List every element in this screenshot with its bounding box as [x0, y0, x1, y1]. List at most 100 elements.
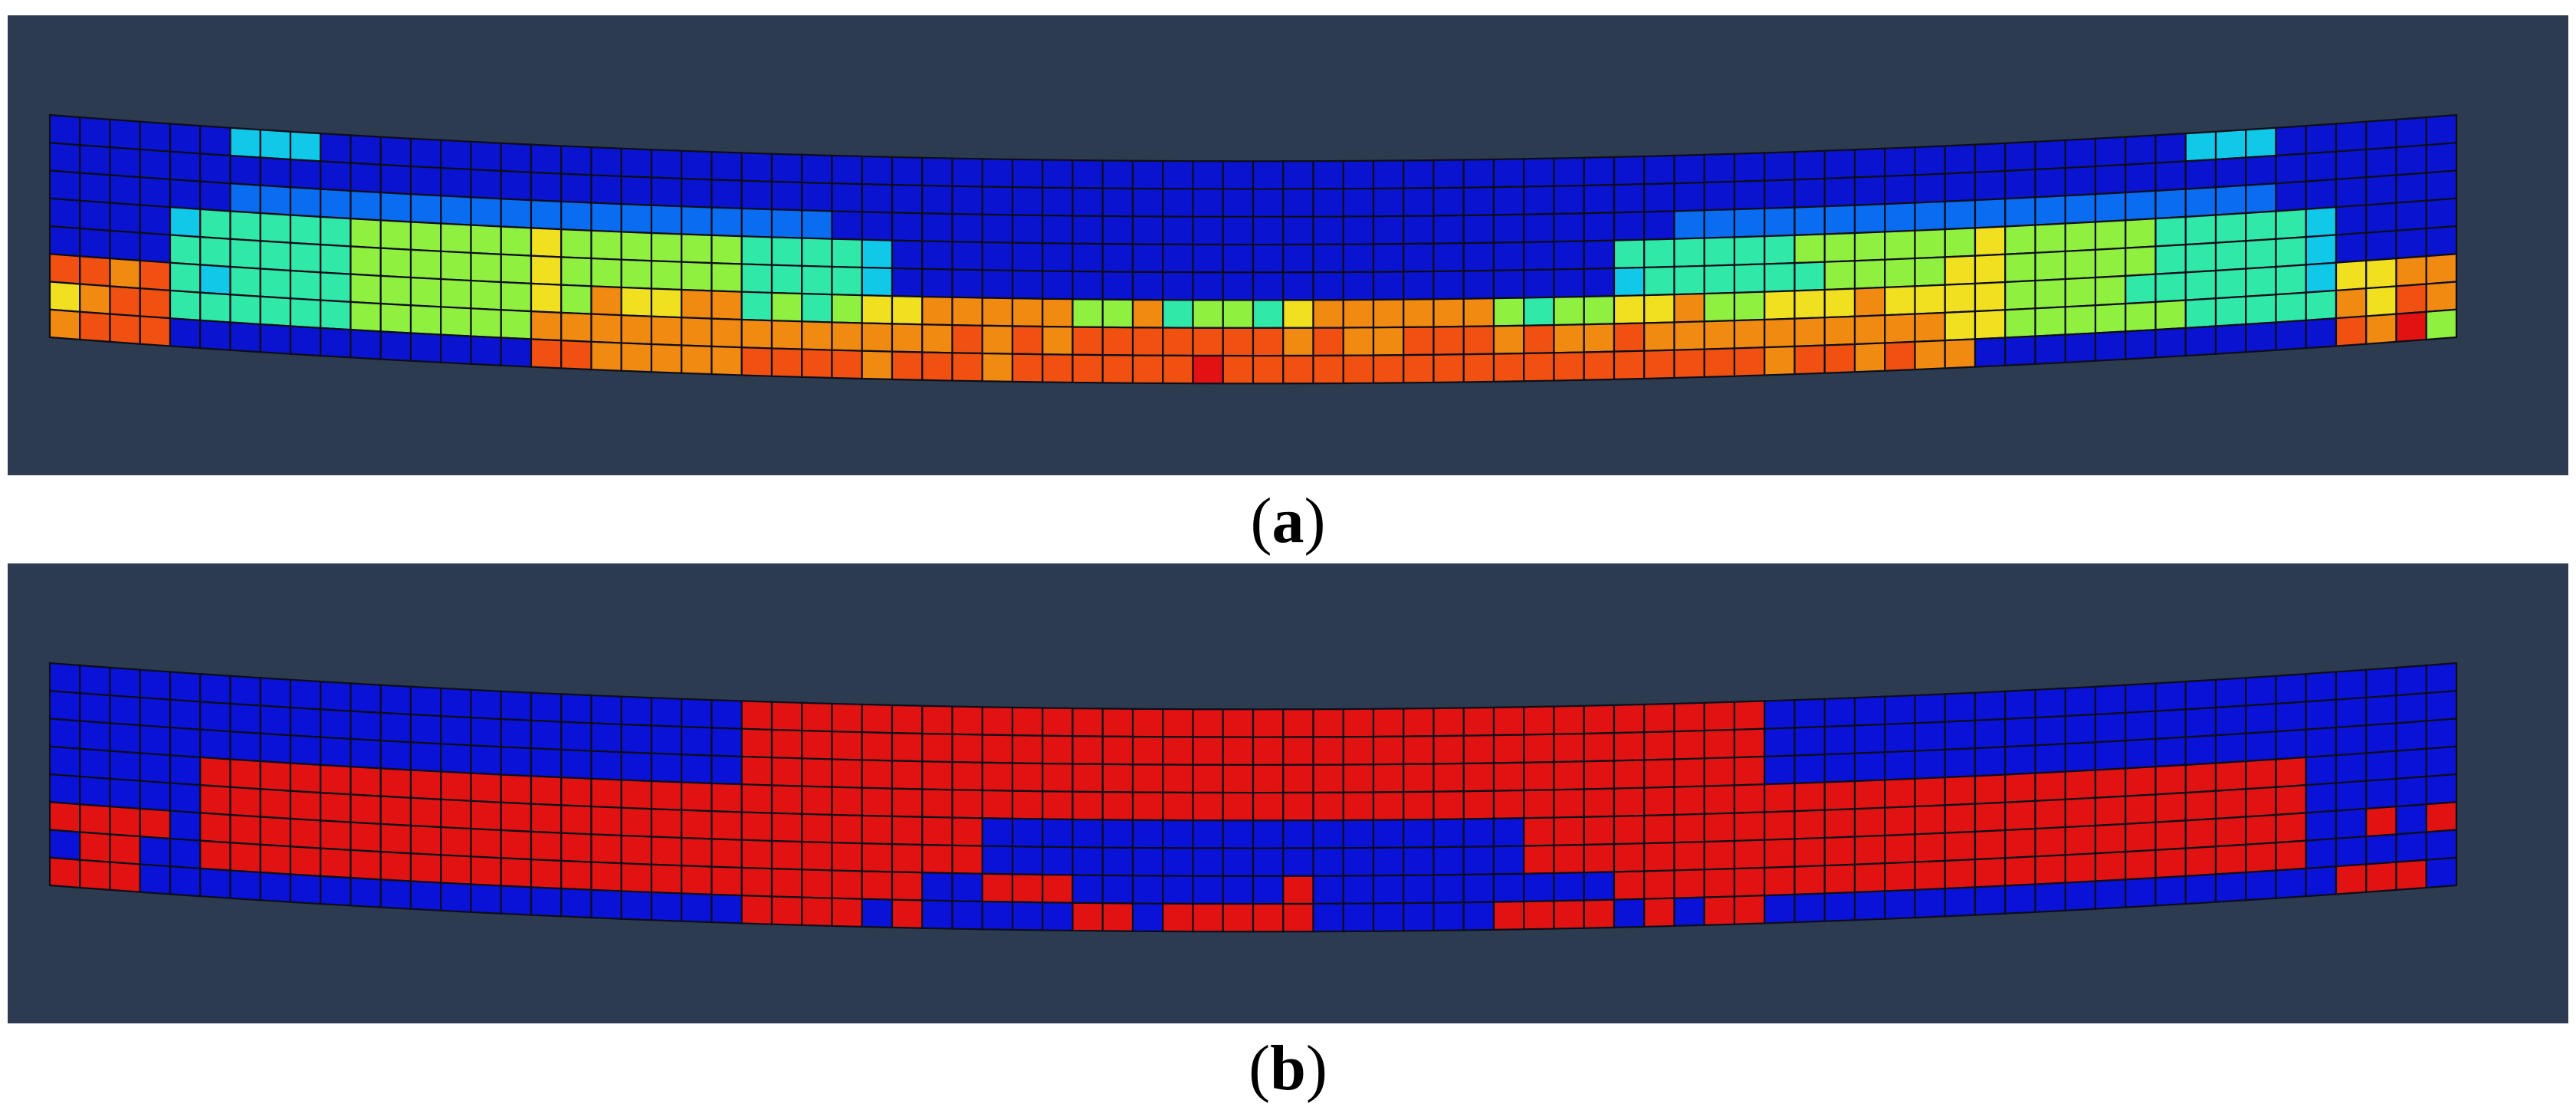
mesh-cell [770, 868, 803, 898]
mesh-cell [1553, 212, 1585, 243]
mesh-cell [1553, 351, 1585, 382]
mesh-cell [1643, 182, 1675, 213]
mesh-cell [921, 268, 953, 298]
mesh-cell [1974, 198, 2007, 229]
mesh-cell [79, 199, 111, 232]
mesh-cell [1583, 239, 1616, 270]
mesh-cell [2094, 850, 2127, 882]
mesh-cell [530, 803, 563, 834]
mesh-cell [169, 698, 202, 731]
mesh-cell [289, 269, 322, 301]
mesh-cell [831, 869, 863, 900]
mesh-cell [1793, 809, 1826, 840]
mesh-cell [259, 788, 292, 820]
mesh-cell [590, 202, 622, 233]
mesh-cell [440, 306, 472, 337]
mesh-cell [440, 798, 472, 830]
mesh-cell [770, 812, 803, 843]
mesh-cell [379, 302, 412, 334]
caption-b-open: ( [1249, 1033, 1271, 1104]
mesh-cell [1703, 701, 1736, 732]
mesh-cell [1823, 204, 1856, 235]
mesh-cell [1372, 874, 1405, 905]
mesh-cell [1011, 873, 1044, 904]
mesh-cell [831, 731, 863, 761]
mesh-cell [2184, 297, 2217, 330]
mesh-cell [1192, 875, 1224, 905]
mesh-cell [1884, 340, 1916, 372]
mesh-cell [891, 843, 924, 874]
mesh-cell [2305, 698, 2338, 731]
mesh-cell [2365, 118, 2397, 151]
mesh-cell [710, 234, 743, 265]
mesh-cell [1703, 728, 1736, 760]
mesh-cell [891, 787, 924, 818]
mesh-cell [1823, 780, 1856, 811]
mesh-cell [2395, 664, 2427, 697]
mesh-cell [2004, 716, 2036, 748]
mesh-cell [2034, 166, 2066, 199]
mesh-cell [229, 238, 261, 270]
mesh-cell [79, 144, 111, 176]
mesh-cell [1192, 708, 1224, 738]
mesh-cell [1914, 832, 1946, 863]
mesh-cell [2094, 823, 2127, 855]
mesh-cell [440, 770, 472, 802]
mesh-cell [1071, 326, 1104, 356]
mesh-cell [440, 826, 472, 858]
mesh-cell [79, 116, 111, 149]
mesh-cell [2245, 321, 2277, 353]
panel-b-state-map [8, 563, 2568, 1023]
mesh-cell [2064, 248, 2097, 281]
mesh-cell [470, 883, 502, 915]
mesh-cell [79, 775, 111, 808]
mesh-cell [1583, 212, 1616, 242]
mesh-cell [1101, 902, 1134, 932]
mesh-cell [1462, 873, 1495, 904]
mesh-cell [1372, 902, 1405, 932]
mesh-cell [2335, 863, 2368, 895]
mesh-cell [2365, 833, 2397, 865]
mesh-cell [530, 255, 563, 286]
mesh-cell [1162, 271, 1194, 301]
mesh-cell [681, 344, 713, 376]
mesh-cell [409, 824, 442, 856]
mesh-cell [1853, 723, 1886, 754]
mesh-cell [48, 197, 81, 230]
mesh-cell [2034, 139, 2066, 171]
mesh-cell [1312, 299, 1344, 329]
mesh-cell [530, 143, 563, 175]
mesh-cell [1673, 896, 1705, 928]
mesh-cell [1523, 241, 1555, 271]
mesh-cell [1974, 773, 2007, 805]
mesh-cell [2245, 126, 2277, 159]
mesh-cell [770, 701, 803, 732]
mesh-cell [921, 788, 953, 819]
mesh-cell [2425, 281, 2458, 313]
mesh-cell [1523, 352, 1555, 383]
mesh-cell [139, 752, 172, 784]
mesh-cell [2335, 668, 2368, 701]
mesh-cell [1162, 791, 1194, 822]
mesh-cell [590, 861, 622, 892]
mesh-cell [620, 258, 653, 290]
mesh-cell [1643, 154, 1675, 186]
mesh-cell [1342, 764, 1375, 793]
mesh-cell [1914, 859, 1946, 891]
mesh-cell [740, 783, 773, 814]
mesh-cell [79, 227, 111, 260]
mesh-cell [1011, 325, 1044, 356]
mesh-cell [199, 208, 231, 240]
mesh-cell [1011, 214, 1044, 245]
mesh-cell [620, 723, 653, 754]
mesh-cell [770, 180, 803, 212]
mesh-cell [831, 349, 863, 380]
mesh-cell [2094, 247, 2127, 279]
mesh-cell [2034, 770, 2066, 802]
mesh-cell [199, 812, 231, 844]
mesh-cell [1222, 764, 1255, 794]
mesh-cell [681, 317, 713, 347]
mesh-cell [2154, 327, 2187, 359]
mesh-cell [48, 856, 81, 889]
mesh-cell [229, 702, 261, 734]
